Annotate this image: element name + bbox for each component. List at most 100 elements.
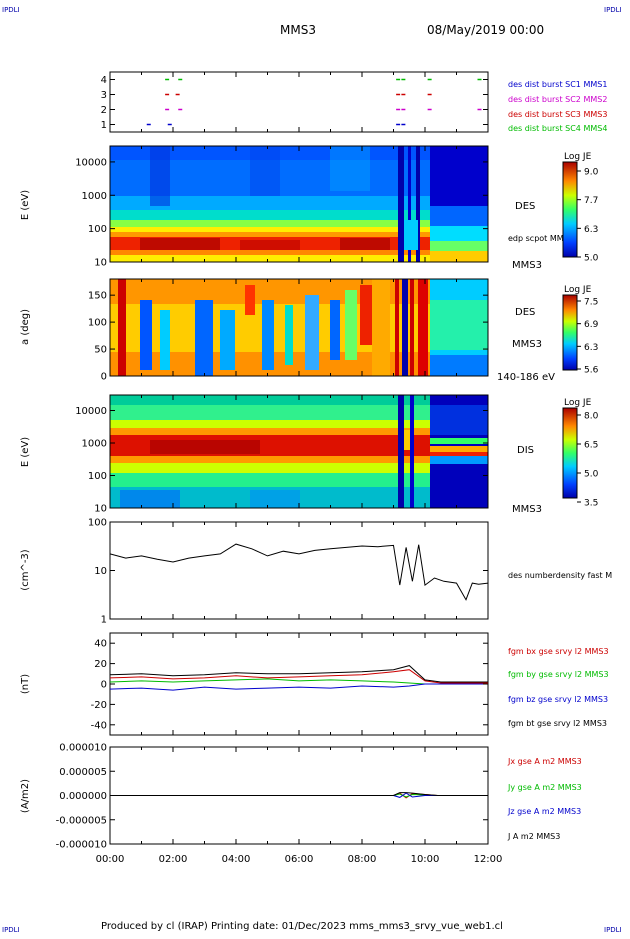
ylabel-des-energy: E (eV) [20, 190, 31, 220]
header-date: 08/May/2019 00:00 [427, 23, 544, 37]
panel-magnetic-field: fgm bx gse srvy l2 MMS3 fgm by gse srvy … [109, 632, 609, 736]
series-line [110, 792, 488, 796]
des-pitch-side-label: DES [515, 307, 535, 318]
burst-y-tick-label: 2 [101, 105, 107, 116]
burst-marks [146, 78, 482, 126]
x-tick-label: 10:00 [411, 854, 440, 865]
colorbar-title-dis-energy: Log JE [564, 398, 592, 408]
fgm-y-tick-label: -20 [91, 700, 107, 711]
series-line [109, 683, 488, 691]
series-line [109, 543, 489, 601]
density-y-tick-label: 100 [88, 518, 107, 529]
current-legend-jz: Jz gse A m2 MMS3 [507, 807, 581, 816]
dis-energy-mms-label: MMS3 [512, 504, 542, 515]
x-tick-label: 12:00 [474, 854, 503, 865]
des-pitch-y-tick-label: 100 [88, 318, 107, 329]
current-y-tick-label: -0.000005 [56, 815, 107, 826]
colorbar-des-pitch [562, 294, 578, 371]
colorbar-dis-energy-tick-label: 5.0 [584, 470, 599, 480]
des-energy-y-tick-label: 100 [88, 224, 107, 235]
des-pitch-y-tick-label: 0 [101, 372, 107, 383]
corner-label-tr: IPDLI [604, 6, 622, 14]
panel-density: des numberdensity fast M [109, 521, 612, 620]
current-legend-j: J A m2 MMS3 [507, 832, 560, 841]
density-y-tick-label: 1 [101, 615, 107, 626]
density-y-tick-label: 10 [94, 566, 107, 577]
colorbar-title-des-energy: Log JE [564, 152, 592, 162]
x-tick-label: 00:00 [96, 854, 125, 865]
des-energy-mms-label: MMS3 [512, 260, 542, 271]
fgm-y-tick-label: -40 [91, 720, 107, 731]
burst-legend-3: des dist burst SC3 MMS3 [508, 110, 607, 119]
dis-energy-y-tick-label: 10 [94, 504, 107, 515]
colorbar-des-energy [562, 161, 578, 258]
des-energy-y-tick-label: 10 [94, 258, 107, 269]
des-energy-scpot-label: edp scpot MMS3 [508, 234, 574, 243]
series-line [109, 669, 488, 684]
ylabel-density: (cm^-3) [20, 549, 31, 590]
colorbar-des-energy-tick-label: 5.0 [584, 254, 599, 264]
fgm-y-tick-label: 20 [94, 659, 107, 670]
x-tick-label: 02:00 [159, 854, 188, 865]
fgm-y-tick-label: 40 [94, 639, 107, 650]
dis-energy-side-label: DIS [517, 445, 534, 456]
colorbar-des-pitch-tick-label: 5.6 [584, 366, 599, 376]
current-y-tick-label: 0.000000 [59, 791, 107, 802]
des-pitch-mms-label: MMS3 [512, 339, 542, 350]
fgm-y-tick-label: 0 [101, 680, 107, 691]
panel-des-pitch: DES MMS3 140-186 eV Log JE [109, 278, 592, 383]
des-pitch-y-tick-label: 50 [94, 345, 107, 356]
colorbar-des-pitch-tick-label: 6.3 [584, 343, 598, 353]
dis-energy-y-tick-label: 10000 [75, 406, 107, 417]
burst-y-tick-label: 3 [101, 90, 107, 101]
corner-label-tl: IPDLI [2, 6, 20, 14]
dis-energy-y-tick-label: 100 [88, 471, 107, 482]
current-legend-jx: Jx gse A m2 MMS3 [507, 757, 582, 766]
colorbar-des-energy-tick-label: 6.3 [584, 225, 598, 235]
density-legend: des numberdensity fast M [508, 571, 612, 580]
corner-label-bl: IPDLI [2, 926, 20, 934]
fgm-legend-bz: fgm bz gse srvy l2 MMS3 [508, 695, 608, 704]
burst-y-tick-label: 1 [101, 120, 107, 131]
footer-text: Produced by cl (IRAP) Printing date: 01/… [101, 921, 503, 932]
x-tick-label: 08:00 [348, 854, 377, 865]
colorbar-dis-energy-tick-label: 6.5 [584, 441, 598, 451]
colorbar-dis-energy [562, 407, 578, 499]
current-legend-jy: Jy gse A m2 MMS3 [507, 783, 582, 792]
burst-legend-2: des dist burst SC2 MMS2 [508, 95, 607, 104]
fgm-legend-by: fgm by gse srvy l2 MMS3 [508, 670, 609, 679]
burst-legend-1: des dist burst SC1 MMS1 [508, 80, 607, 89]
fgm-legend-bt: fgm bt gse srvy l2 MMS3 [508, 719, 607, 728]
panel-burst: des dist burst SC1 MMS1 des dist burst S… [109, 71, 607, 133]
colorbar-des-pitch-tick-label: 7.5 [584, 298, 598, 308]
burst-legend-4: des dist burst SC4 MMS4 [508, 124, 607, 133]
des-pitch-y-tick-label: 150 [88, 291, 107, 302]
des-energy-y-tick-label: 1000 [82, 191, 107, 202]
fgm-legend-bx: fgm bx gse srvy l2 MMS3 [508, 647, 609, 656]
ylabel-magnetic-field: (nT) [20, 674, 31, 694]
colorbar-des-energy-tick-label: 9.0 [584, 168, 599, 178]
current-y-tick-label: -0.000010 [56, 840, 107, 851]
current-y-tick-label: 0.000010 [59, 743, 107, 754]
panel-des-energy: DES edp scpot MMS3 MMS3 Log JE [109, 145, 592, 271]
x-tick-label: 04:00 [222, 854, 251, 865]
dis-energy-y-tick-label: 1000 [82, 439, 107, 450]
ylabel-dis-energy: E (eV) [20, 437, 31, 467]
x-tick-label: 06:00 [285, 854, 314, 865]
colorbar-des-energy-tick-label: 7.7 [584, 196, 598, 206]
burst-y-tick-label: 4 [101, 75, 107, 86]
des-energy-side-label: DES [515, 201, 535, 212]
colorbar-des-pitch-tick-label: 6.9 [584, 320, 599, 330]
header-spacecraft: MMS3 [280, 23, 316, 37]
ylabel-des-pitch: a (deg) [20, 309, 31, 345]
colorbar-title-des-pitch: Log JE [564, 285, 592, 295]
current-y-tick-label: 0.000005 [59, 767, 107, 778]
des-pitch-energy-label: 140-186 eV [497, 372, 555, 383]
colorbar-dis-energy-tick-label: 8.0 [584, 412, 599, 422]
series-line [109, 665, 488, 683]
des-energy-y-tick-label: 10000 [75, 157, 107, 168]
ylabel-current: (A/m2) [20, 779, 31, 813]
panel-current: Jx gse A m2 MMS3 Jy gse A m2 MMS3 Jz gse… [109, 746, 582, 845]
colorbar-dis-energy-tick-label: 3.5 [584, 499, 598, 509]
